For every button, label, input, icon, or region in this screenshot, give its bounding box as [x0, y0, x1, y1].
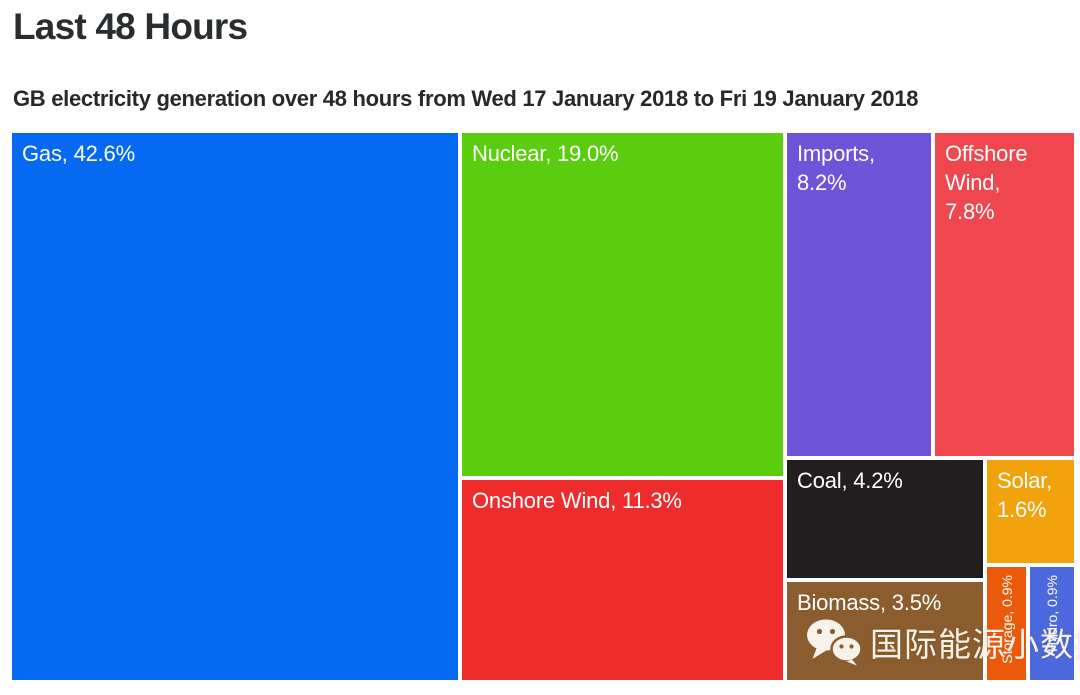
treemap-tile-label: Coal, 4.2% [797, 468, 903, 493]
treemap-tile-coal[interactable]: Coal, 4.2% [787, 460, 983, 578]
treemap-tile-label: Hydro, 0.9% [1044, 575, 1060, 653]
treemap-tile-label: Biomass, 3.5% [797, 590, 942, 615]
treemap-tile-label: Nuclear, 19.0% [472, 141, 619, 166]
page-title: Last 48 Hours [13, 6, 248, 47]
treemap-tile-nuclear[interactable]: Nuclear, 19.0% [462, 133, 783, 476]
treemap-tile-imports[interactable]: Imports, 8.2% [787, 133, 931, 456]
treemap-tile-gas[interactable]: Gas, 42.6% [12, 133, 458, 680]
treemap-tile-label: Imports, 8.2% [797, 141, 875, 196]
chart-subtitle: GB electricity generation over 48 hours … [13, 86, 919, 111]
treemap-tile-solar[interactable]: Solar, 1.6% [987, 460, 1074, 563]
treemap-tile-hydro[interactable]: Hydro, 0.9% [1030, 567, 1074, 680]
treemap-tile-label: Gas, 42.6% [22, 141, 135, 166]
treemap-tile-label: Storage, 0.9% [998, 575, 1015, 664]
treemap-tile-label: Solar, 1.6% [997, 468, 1053, 523]
treemap-tile-storage[interactable]: Storage, 0.9% [987, 567, 1026, 680]
treemap-tile-label: Offshore Wind, 7.8% [945, 141, 1028, 225]
treemap-tile-label: Onshore Wind, 11.3% [472, 488, 682, 513]
treemap-tile-biomass[interactable]: Biomass, 3.5% [787, 582, 983, 680]
treemap-tile-offshore-wind[interactable]: Offshore Wind, 7.8% [935, 133, 1074, 456]
treemap-tile-onshore-wind[interactable]: Onshore Wind, 11.3% [462, 480, 783, 680]
